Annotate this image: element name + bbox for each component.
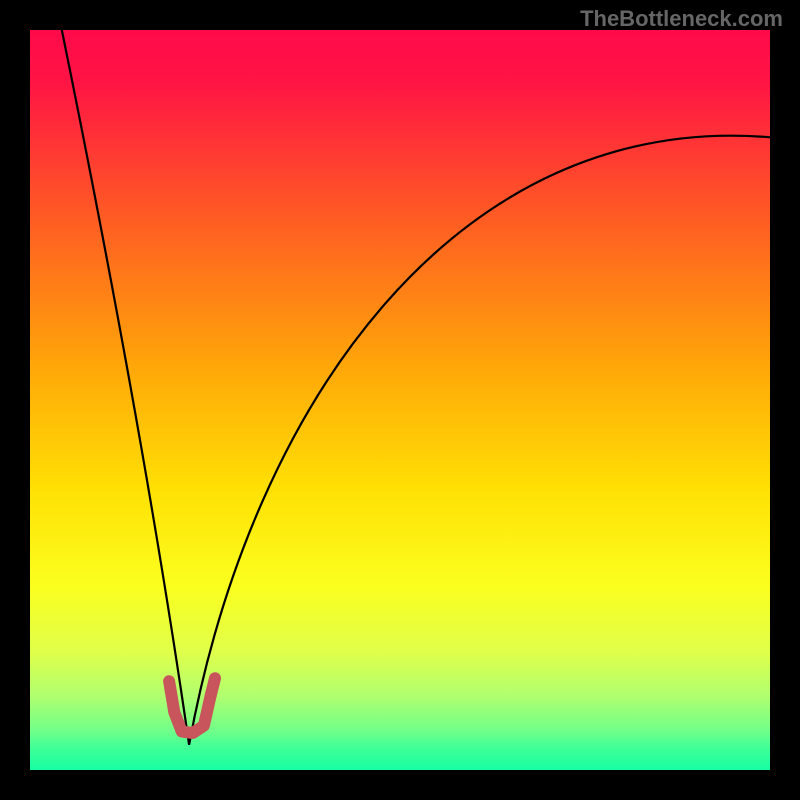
plot-area xyxy=(30,30,770,770)
plot-svg xyxy=(30,30,770,770)
watermark-link[interactable]: TheBottleneck.com xyxy=(580,6,783,32)
chart-frame: TheBottleneck.com xyxy=(0,0,800,800)
